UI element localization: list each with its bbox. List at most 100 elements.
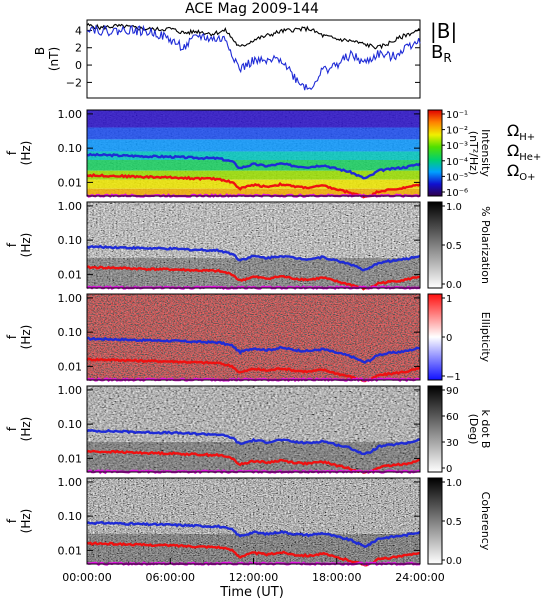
colorbar-tick-label: 10⁻⁵ [446, 172, 468, 183]
legend-omega-H+: ΩH+ [507, 121, 535, 143]
colorbar-sub-label: (nT²/Hz) [467, 131, 480, 175]
colorbar-tick-label: 90 [446, 386, 459, 397]
colorbar-tick-label: 10⁻⁴ [446, 157, 468, 168]
field-y-unit: (nT) [47, 47, 61, 71]
cyclotron-line-H+ [86, 244, 421, 272]
colorbar-tick-label: −1 [446, 372, 461, 383]
x-tick-label: 24:00:00 [395, 571, 444, 584]
x-tick-label: 00:00:00 [62, 571, 111, 584]
colorbar-tick-label: 30 [446, 438, 459, 449]
colorbar-tick-label: 1 [446, 294, 452, 305]
x-tick-label: 18:00:00 [312, 571, 361, 584]
colorbar-tick-label: 1.0 [446, 478, 462, 489]
freq-y-label: f [5, 426, 19, 431]
colorbar-kdotb [427, 385, 443, 473]
freq-y-tick-label: 0.10 [58, 142, 83, 155]
freq-y-unit: (Hz) [19, 417, 33, 442]
colorbar-tick-label: 10⁻¹ [446, 110, 468, 121]
colorbar-tick-label: 60 [446, 412, 459, 423]
spectral-image-ellipticity [87, 294, 420, 380]
spectral-panel-kdotb: 1.00 0.10 0.01 f (Hz) 90 60 30 0 k dot B(Deg) [5, 384, 492, 475]
freq-y-tick-label: 1.00 [58, 384, 83, 397]
spectral-panel-polarization: 1.00 0.10 0.01 f (Hz) 1.0 0.5 0.0 % Polarization [5, 200, 492, 291]
cyclotron-line-H+ [86, 428, 421, 456]
field-radial-series [86, 24, 421, 91]
spectral-panel-intensity: 1.00 0.10 0.01 f (Hz) 10⁻¹ 10⁻² 10⁻³ 10⁻⁴ 10⁻⁵ 10⁻… [5, 108, 541, 199]
spectral-panel-ellipticity: 1.00 0.10 0.01 f (Hz) 1 0 −1 Ellipticity [5, 292, 492, 383]
chart-title: ACE Mag 2009-144 [185, 1, 319, 17]
legend-omega-O+: ΩO+ [507, 161, 535, 183]
freq-y-tick-label: 1.00 [58, 476, 83, 489]
freq-y-tick-label: 1.00 [58, 200, 83, 213]
freq-y-label: f [5, 150, 19, 155]
freq-y-tick-label: 0.01 [58, 360, 83, 373]
field-y-tick-label: 0 [75, 59, 82, 72]
colorbar-tick-label: 10⁻³ [446, 141, 468, 152]
colorbar-label: % Polarization [479, 206, 492, 284]
freq-y-unit: (Hz) [19, 141, 33, 166]
gray-lowfreq-shade [87, 442, 420, 472]
spectral-image-polarization [87, 202, 420, 288]
freq-y-tick-label: 1.00 [58, 108, 83, 121]
colorbar-polarization [427, 201, 443, 289]
freq-y-tick-label: 0.01 [58, 176, 83, 189]
x-tick-label: 06:00:00 [146, 571, 195, 584]
cyclotron-line-H+ [87, 336, 421, 364]
colorbar-coherency [427, 477, 443, 565]
spectral-image-intensity [87, 110, 420, 196]
freq-y-label: f [5, 518, 19, 523]
freq-y-tick-label: 1.00 [58, 292, 83, 305]
spectral-frame-kdotb [86, 385, 421, 473]
colorbar-label: Coherency [479, 492, 492, 551]
colorbar-ellipticity [427, 293, 443, 381]
field-y-tick-label: 2 [75, 42, 82, 55]
field-y-tick-label: 4 [75, 24, 82, 37]
colorbar-intensity [427, 109, 443, 197]
x-axis-title: Time (UT) [219, 585, 284, 600]
legend-omega-He+: ΩHe+ [507, 141, 541, 163]
gray-texture [87, 478, 420, 564]
panels-group: 420−2B (nT)|B|BR1.000.100.01f (Hz)10⁻¹10⁻²… [5, 19, 541, 567]
ellipticity-blue-texture [87, 294, 420, 380]
intensity-texture [87, 110, 420, 196]
freq-y-unit: (Hz) [19, 509, 33, 534]
freq-y-label: f [5, 242, 19, 247]
colorbar-tick-label: 0 [446, 333, 452, 344]
freq-y-tick-label: 0.10 [58, 234, 83, 247]
x-axis: 00:00:00 06:00:00 12:00:00 18:00:00 24:00:00 [62, 558, 445, 584]
legend-b-magnitude: |B| [430, 19, 457, 43]
spectral-image-kdotb [87, 386, 420, 472]
spectral-frame-intensity [86, 109, 421, 197]
freq-y-tick-label: 0.10 [58, 326, 83, 339]
freq-y-unit: (Hz) [19, 233, 33, 258]
gray-lowfreq-shade [87, 258, 420, 288]
colorbar-sub-label: (Deg) [467, 414, 480, 445]
freq-y-tick-label: 0.10 [58, 418, 83, 431]
field-y-label: B [33, 47, 47, 55]
legend-b-radial: BR [431, 42, 452, 65]
colorbar-tick-label: 0.5 [446, 241, 462, 252]
field-y-tick-label: −2 [66, 76, 82, 89]
colorbar-tick-label: 1.0 [446, 202, 462, 213]
freq-y-tick-label: 0.01 [58, 544, 83, 557]
spectral-frame-ellipticity [86, 293, 421, 381]
freq-y-label: f [5, 334, 19, 339]
freq-y-tick-label: 0.10 [58, 510, 83, 523]
colorbar-tick-label: 10⁻² [446, 126, 468, 137]
spectral-frame-polarization [86, 201, 421, 289]
gray-texture [87, 202, 420, 288]
freq-y-tick-label: 0.01 [58, 268, 83, 281]
colorbar-tick-label: 0.0 [446, 556, 462, 567]
cyclotron-line-H+ [86, 152, 421, 180]
gray-texture [87, 386, 420, 472]
freq-y-unit: (Hz) [19, 325, 33, 350]
spectral-panel-coherency: 1.00 0.10 0.01 f (Hz) 1.0 0.5 0.0 Coherency [5, 476, 492, 567]
field-panel: 4 2 0 −2 B (nT) |B|BR [33, 19, 457, 99]
x-tick-label: 12:00:00 [229, 571, 278, 584]
freq-y-tick-label: 0.01 [58, 452, 83, 465]
colorbar-tick-label: 0.0 [446, 280, 462, 291]
colorbar-tick-label: 0 [446, 464, 452, 475]
colorbar-tick-label: 10⁻⁶ [446, 188, 468, 199]
colorbar-label: Ellipticity [479, 312, 492, 363]
